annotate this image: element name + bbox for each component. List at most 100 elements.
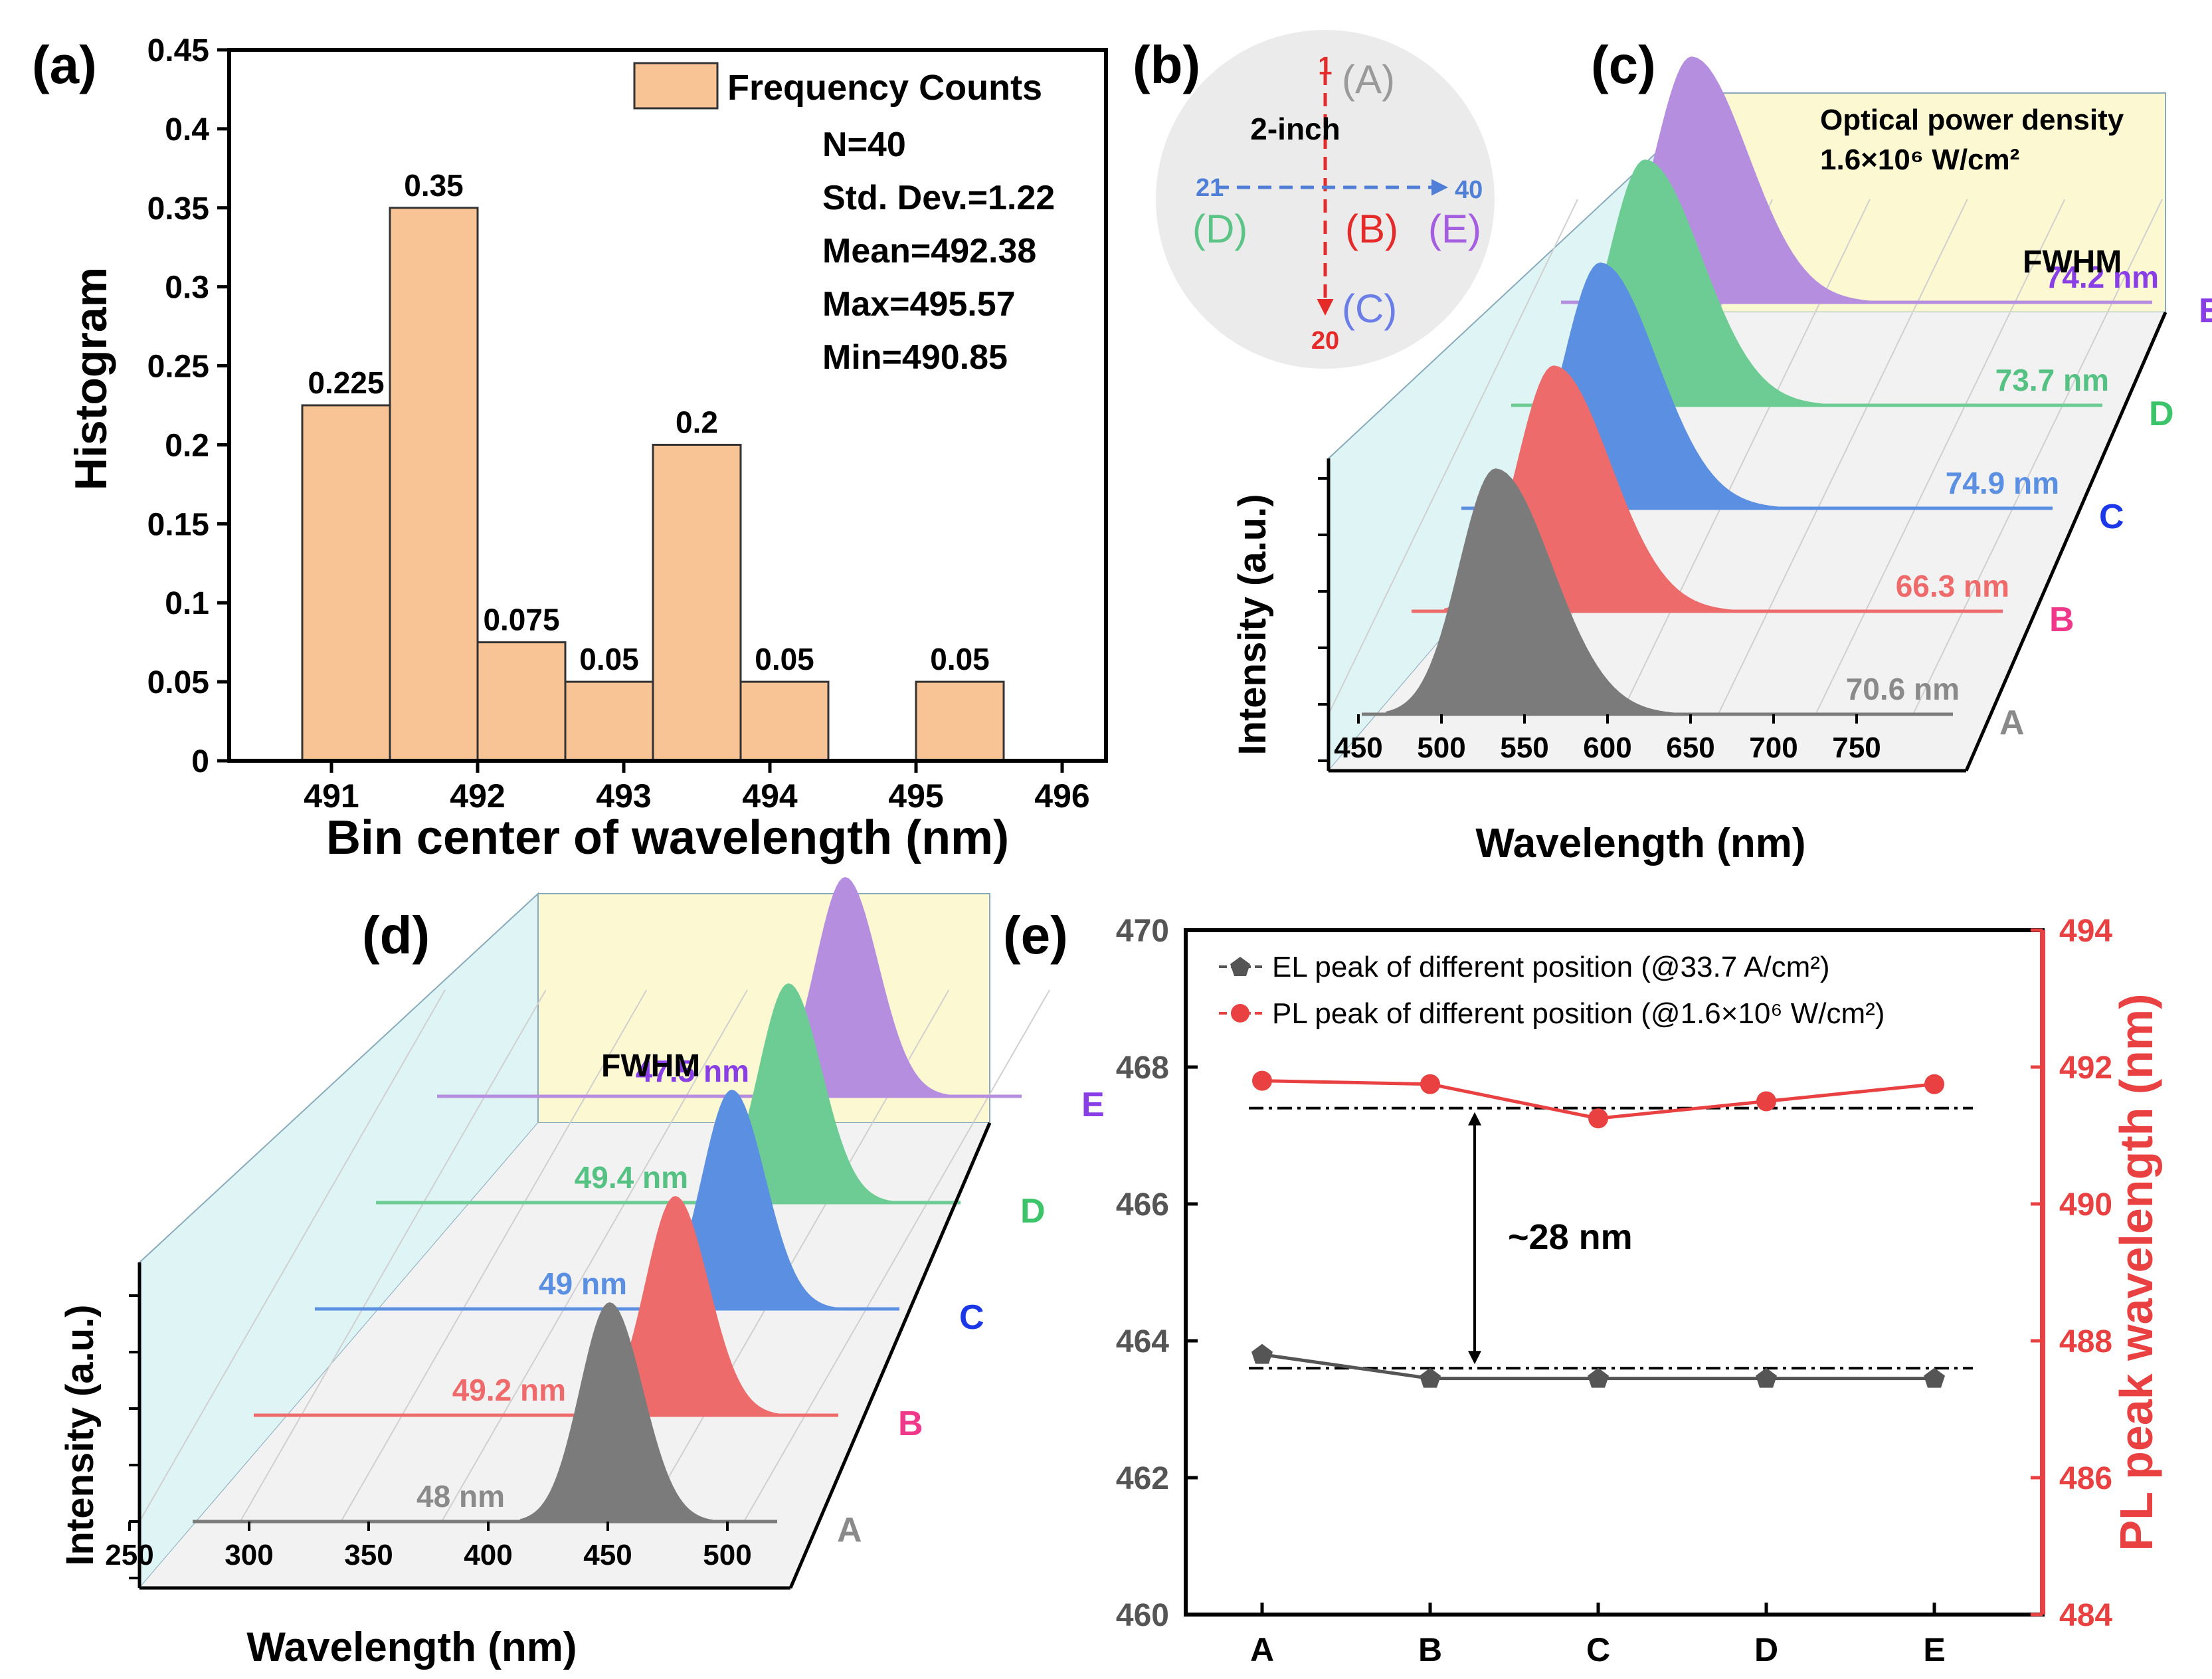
c-ylabel: Intensity (a.u.) xyxy=(1231,494,1274,755)
stat-std: Std. Dev.=1.22 xyxy=(822,179,1055,217)
e-xtick-label: B xyxy=(1418,1631,1442,1668)
hist-frame xyxy=(227,48,1108,763)
hist-ytick-label: 0 xyxy=(191,744,209,779)
xtick-label: 400 xyxy=(464,1539,512,1571)
hist-ytick-label: 0.35 xyxy=(147,191,209,227)
spectrum-a xyxy=(1386,468,1750,714)
grid-line xyxy=(340,989,648,1522)
series-letter-a: A xyxy=(1999,704,2025,742)
hist-xtick-label: 493 xyxy=(596,777,651,815)
series-letter-b: B xyxy=(2049,601,2074,639)
e-ytick-left-label: 464 xyxy=(1116,1324,1169,1359)
hist-xtick-label: 494 xyxy=(742,777,798,815)
panel-d-label: (d) xyxy=(362,906,430,965)
spectrum-c xyxy=(642,1090,881,1309)
d-depth-axis xyxy=(788,1122,992,1589)
pl-point xyxy=(1924,1074,1944,1094)
stat-n: N=40 xyxy=(822,126,906,164)
e-frame xyxy=(1184,928,2045,1617)
hist-bar xyxy=(301,404,391,762)
legend-el-label: EL peak of different position (@33.7 A/c… xyxy=(1272,951,1830,983)
spectrum-a xyxy=(519,1302,759,1522)
fwhm-label-a: 70.6 nm xyxy=(1846,672,1960,706)
el-point xyxy=(1924,1367,1945,1388)
stat-max: Max=495.57 xyxy=(822,285,1016,324)
hist-ylabel: Histogram xyxy=(66,267,116,490)
hist-bar xyxy=(564,680,654,762)
panel-a-label: (a) xyxy=(32,35,97,94)
xtick-label: 500 xyxy=(703,1539,751,1571)
hist-ytick-label: 0.1 xyxy=(165,586,209,621)
xtick-label: 600 xyxy=(1583,732,1631,764)
grid-line xyxy=(1912,199,2163,715)
hist-ytick-label: 0.4 xyxy=(165,112,209,148)
spectrum-e xyxy=(755,877,995,1096)
el-point xyxy=(1420,1367,1441,1388)
hist-bar-value: 0.225 xyxy=(308,365,384,400)
stat-mean: Mean=492.38 xyxy=(822,232,1036,270)
xtick-label: 300 xyxy=(225,1539,273,1571)
xtick-label: 550 xyxy=(1500,732,1548,764)
spectrum-b xyxy=(585,1196,825,1415)
hist-xtick-label: 492 xyxy=(450,777,505,815)
grid-line xyxy=(743,989,1050,1522)
panel-e-label: (e) xyxy=(1003,906,1068,965)
legend-label: Frequency Counts xyxy=(727,68,1042,108)
series-letter-c: C xyxy=(2099,498,2124,536)
hist-bar-value: 0.35 xyxy=(404,168,464,203)
d-fwhm-title: FWHM xyxy=(601,1048,700,1084)
fwhm-label-c: 74.9 nm xyxy=(1946,466,2059,500)
hist-ytick-label: 0.15 xyxy=(147,507,209,542)
grid-line xyxy=(239,989,547,1522)
hist-ytick-label: 0.2 xyxy=(165,428,209,463)
xtick-label: 350 xyxy=(344,1539,393,1571)
xtick-label: 650 xyxy=(1666,732,1714,764)
pos-b-label: (B) xyxy=(1345,207,1398,251)
hist-ytick-label: 0.05 xyxy=(147,665,209,700)
e-ytick-right-label: 492 xyxy=(2059,1050,2112,1086)
pos-e-label: (E) xyxy=(1428,207,1481,251)
grid-line xyxy=(441,989,748,1522)
e-xtick-label: E xyxy=(1923,1631,1945,1668)
d-xlabel: Wavelength (nm) xyxy=(246,1625,577,1670)
series-letter-e: E xyxy=(2199,292,2212,330)
series-letter-a: A xyxy=(837,1511,862,1549)
wafer-size-label: 2-inch xyxy=(1250,112,1340,146)
e-ytick-right-label: 484 xyxy=(2059,1598,2112,1633)
series-letter-b: B xyxy=(898,1405,923,1443)
wafer-bottom-num: 20 xyxy=(1311,327,1339,355)
stat-min: Min=490.85 xyxy=(822,338,1008,377)
grid-line xyxy=(139,989,446,1522)
hist-bar xyxy=(476,641,567,762)
hist-bar xyxy=(389,207,479,762)
xtick-label: 250 xyxy=(105,1539,153,1571)
hist-ytick-label: 0.25 xyxy=(147,349,209,385)
e-ytick-right-label: 486 xyxy=(2059,1461,2112,1496)
pos-d-label: (D) xyxy=(1192,207,1247,251)
grid-line xyxy=(1620,199,1871,715)
pl-point xyxy=(1588,1108,1608,1129)
c-xlabel: Wavelength (nm) xyxy=(1475,821,1805,866)
series-letter-d: D xyxy=(1020,1192,1046,1231)
pl-point xyxy=(1756,1091,1776,1112)
histogram-panel: (a) 0.225 0.35 0.075 0.05 0.2 0.05 0.05 0 0.05 0… xyxy=(32,33,1108,864)
e-xtick-label: C xyxy=(1586,1631,1610,1668)
e-ytick-left-label: 468 xyxy=(1116,1050,1169,1086)
hist-bar xyxy=(652,443,742,762)
legend-pl-marker xyxy=(1231,1004,1249,1023)
e-xtick-label: D xyxy=(1754,1631,1778,1668)
e-xtick-label: A xyxy=(1250,1631,1274,1668)
el-spectra-3d-panel: (d) 47.5 nm E 49.4 nm D 49 nm C 49.2 nm B 48 nm A… xyxy=(58,877,1105,1670)
hist-bar-value: 0.05 xyxy=(579,642,639,676)
panel-b-label: (b) xyxy=(1133,35,1200,94)
legend-pl-label: PL peak of different position (@1.6×10⁶ … xyxy=(1272,997,1885,1030)
pl-point xyxy=(1420,1074,1440,1094)
hist-xtick-label: 495 xyxy=(888,777,943,815)
fwhm-label-d: 49.4 nm xyxy=(575,1160,688,1195)
fwhm-label-d: 73.7 nm xyxy=(1995,363,2109,397)
fwhm-label-b: 66.3 nm xyxy=(1896,569,2009,603)
xtick-label: 450 xyxy=(1334,732,1382,764)
fwhm-label-b: 49.2 nm xyxy=(452,1373,566,1407)
e-ytick-left-label: 460 xyxy=(1116,1598,1169,1633)
